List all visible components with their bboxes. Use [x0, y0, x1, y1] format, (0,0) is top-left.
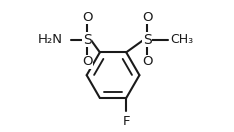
Text: CH₃: CH₃	[170, 33, 194, 46]
Text: S: S	[83, 33, 92, 47]
Text: F: F	[122, 115, 130, 128]
Text: O: O	[82, 55, 93, 69]
Text: O: O	[82, 11, 93, 24]
Text: O: O	[142, 11, 153, 24]
Text: H₂N: H₂N	[38, 33, 63, 46]
Text: O: O	[142, 55, 153, 69]
Text: S: S	[143, 33, 152, 47]
